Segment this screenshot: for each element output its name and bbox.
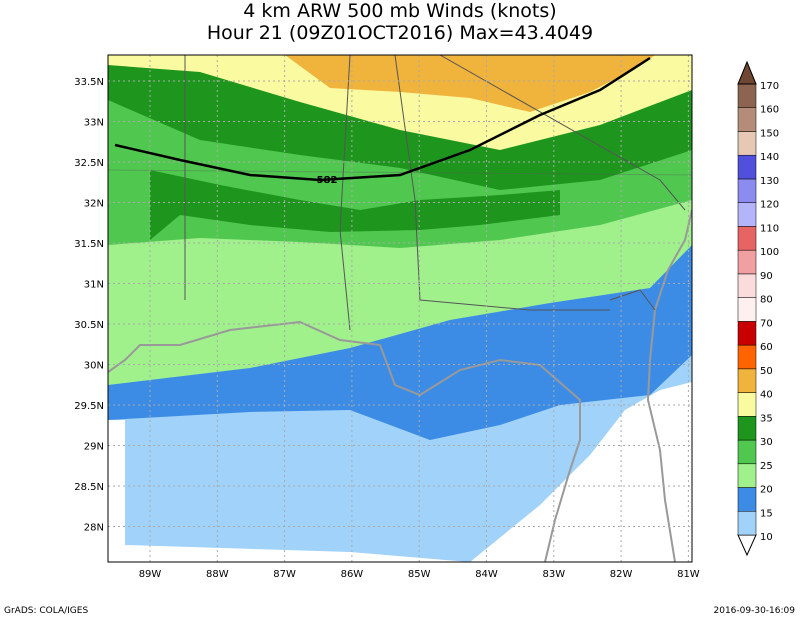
colorbar-box — [737, 368, 757, 393]
map: 582 — [108, 55, 692, 562]
colorbar-label: 160 — [760, 105, 779, 116]
lon-label: 89W — [139, 569, 162, 580]
footer-right: 2016-09-30-16:09 — [714, 606, 796, 616]
colorbar-label: 110 — [760, 223, 779, 234]
colorbar-label: 90 — [760, 271, 773, 282]
lat-label: 32N — [84, 199, 104, 210]
colorbar-box — [737, 297, 757, 322]
lat-label: 33.5N — [74, 77, 104, 88]
colorbar-box — [737, 416, 757, 441]
lat-label: 31N — [84, 280, 104, 291]
lat-label: 30N — [84, 361, 104, 372]
lat-label: 30.5N — [74, 320, 104, 331]
map-frame — [107, 54, 693, 563]
lon-label: 85W — [408, 569, 431, 580]
colorbar-label: 50 — [760, 366, 773, 377]
colorbar-label: 20 — [760, 485, 773, 496]
colorbar-box — [737, 273, 757, 298]
colorbar-label: 70 — [760, 318, 773, 329]
colorbar-box — [737, 511, 757, 536]
colorbar-label: 130 — [760, 176, 779, 187]
title-line: 4 km ARW 500 mb Winds (knots) — [243, 0, 556, 22]
colorbar-label: 30 — [760, 437, 773, 448]
lat-label: 28.5N — [74, 482, 104, 493]
lon-label: 87W — [273, 569, 296, 580]
lat-label: 28N — [84, 523, 104, 534]
title-line: Hour 21 (09Z01OCT2016) Max=43.4049 — [207, 22, 593, 44]
lon-label: 84W — [475, 569, 498, 580]
colorbar-box — [737, 392, 757, 417]
lon-label: 86W — [341, 569, 364, 580]
colorbar-box — [737, 154, 757, 180]
colorbar-box — [737, 249, 757, 275]
colorbar-label: 35 — [760, 413, 773, 424]
colorbar-box — [737, 83, 757, 108]
axis-labels: 33.5N 33N 32.5N 32N 31.5N 31N 30.5N 30N 29.5N 29N… — [74, 77, 700, 580]
lon-label: 82W — [610, 569, 633, 580]
colorbar-box — [737, 107, 757, 132]
colorbar-label: 25 — [760, 461, 773, 472]
colorbar-end — [737, 534, 757, 557]
colorbar-box — [737, 226, 757, 251]
colorbar-label: 150 — [760, 128, 779, 139]
lat-label: 29.5N — [74, 401, 104, 412]
lat-label: 31.5N — [74, 239, 104, 250]
lon-label: 81W — [677, 569, 700, 580]
colorbar-label: 60 — [760, 342, 773, 353]
colorbar-label: 170 — [760, 81, 779, 92]
footer-left: GrADS: COLA/IGES — [4, 606, 88, 616]
colorbar-box — [737, 463, 757, 488]
colorbar-box — [737, 344, 757, 370]
lon-label: 83W — [542, 569, 565, 580]
lat-label: 32.5N — [74, 158, 104, 169]
contour-label: 582 — [317, 175, 338, 186]
colorbar-label: 80 — [760, 295, 773, 306]
colorbar-box — [737, 439, 757, 465]
lat-label: 33N — [84, 118, 104, 129]
colorbar-label: 100 — [760, 247, 779, 258]
colorbar-label: 10 — [760, 532, 773, 543]
lat-label: 29N — [84, 442, 104, 453]
colorbar-box — [737, 321, 757, 346]
lon-label: 88W — [206, 569, 229, 580]
colorbar-box — [737, 131, 757, 156]
colorbar-label: 140 — [760, 152, 779, 163]
colorbar-label: 120 — [760, 200, 779, 211]
colorbar-label: 40 — [760, 390, 773, 401]
colorbar-box — [737, 487, 757, 512]
colorbar-box — [737, 178, 757, 203]
colorbar: 10 15 20 25 30 35 40 50 60 70 80 90 100 110 120 130 140 1… — [737, 60, 779, 557]
colorbar-end — [737, 60, 757, 85]
colorbar-label: 15 — [760, 508, 773, 519]
colorbar-box — [737, 202, 757, 227]
